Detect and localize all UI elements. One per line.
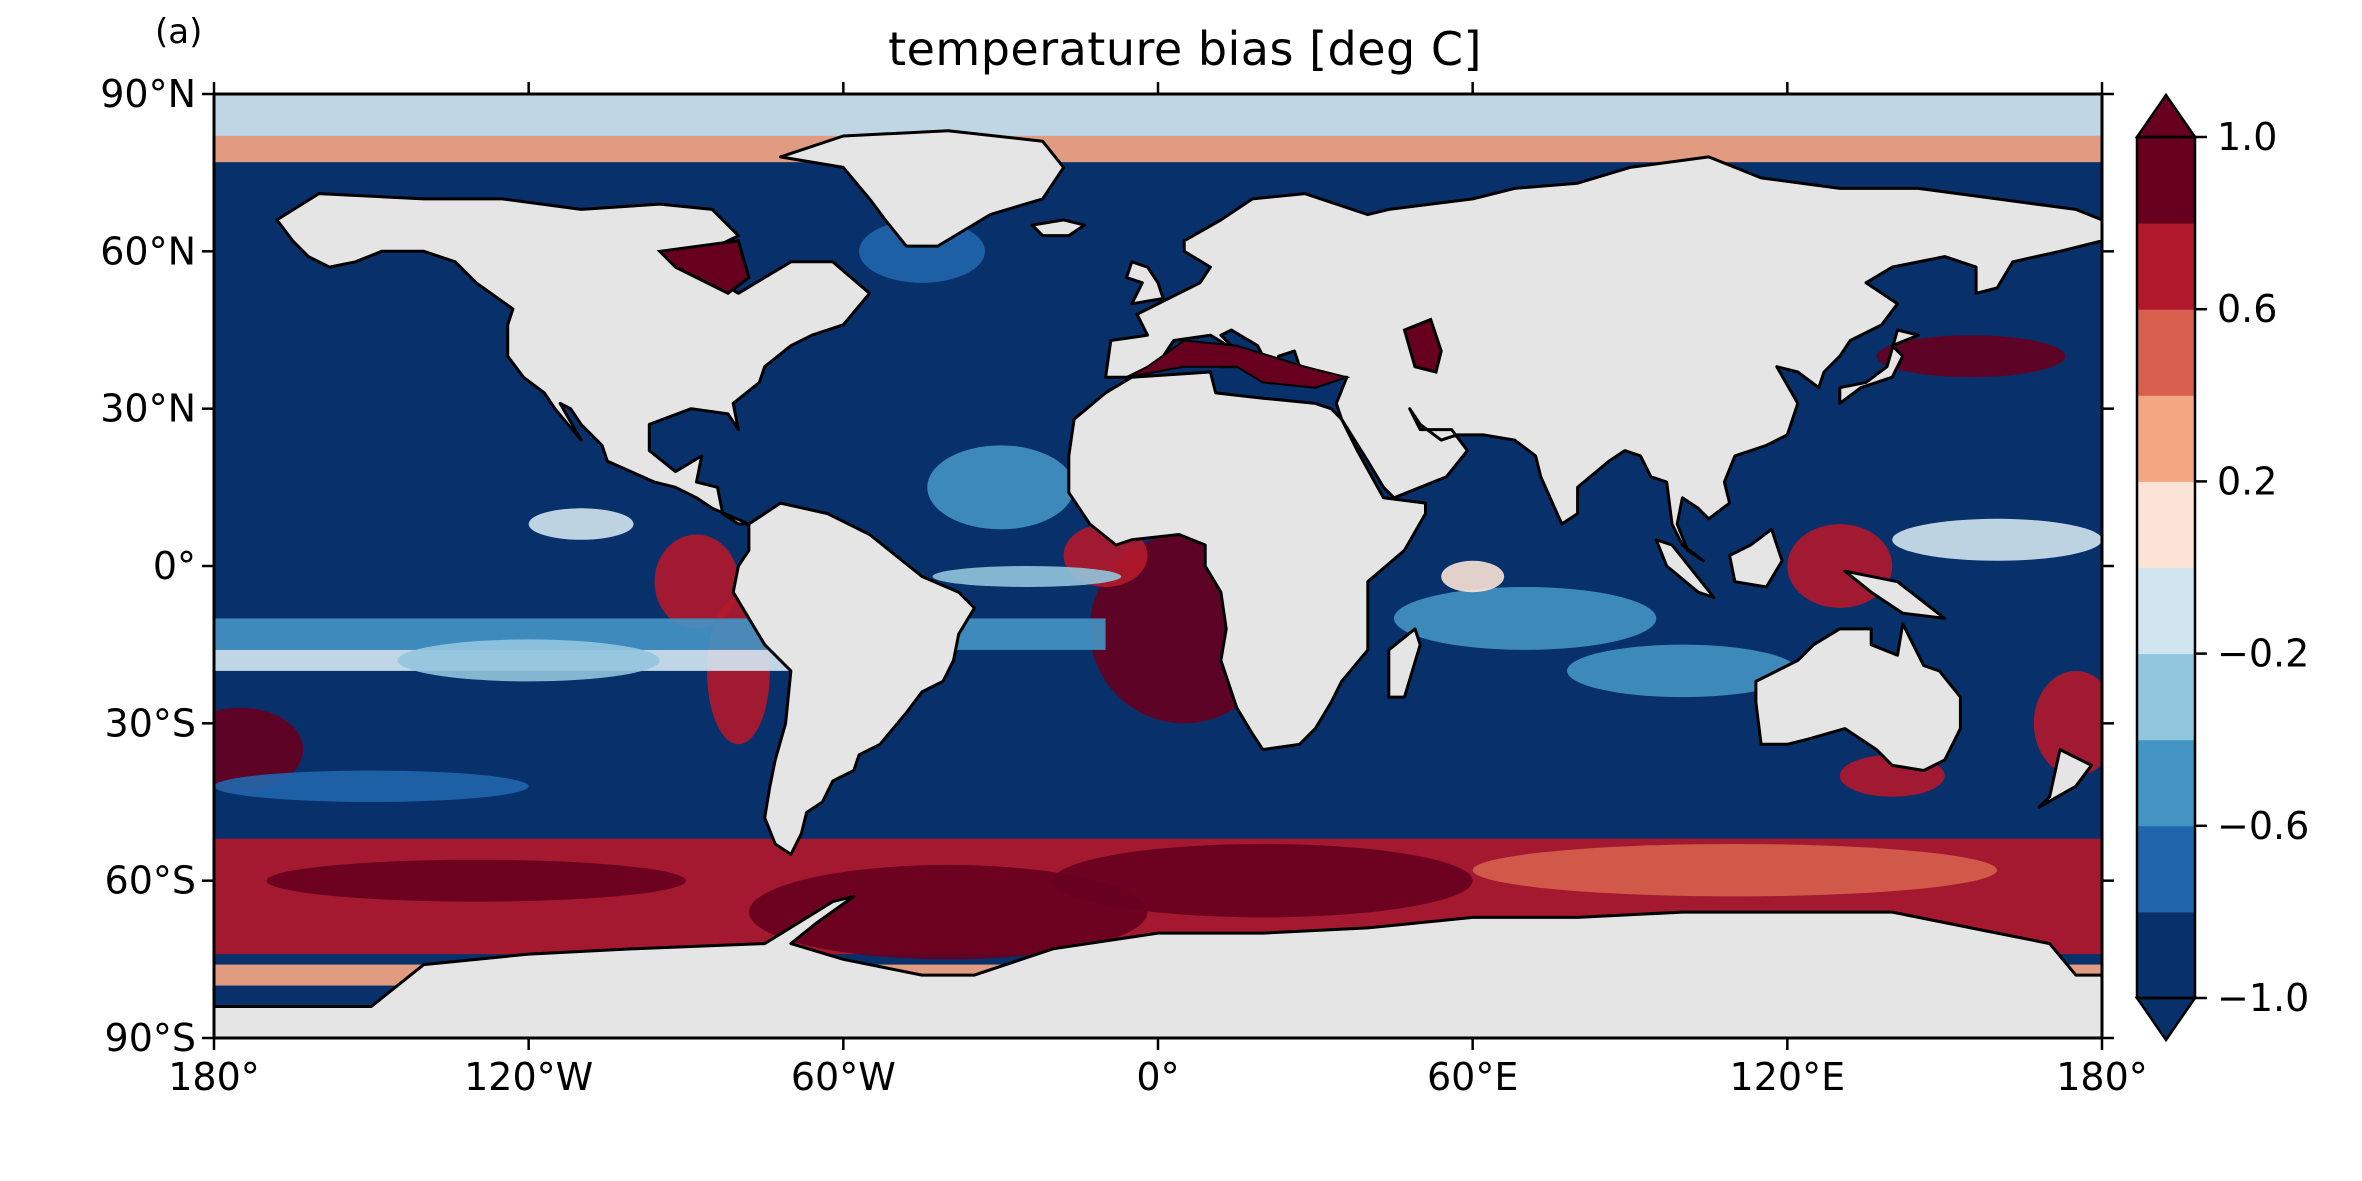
bias-patch [214, 770, 529, 802]
map-title: temperature bias [deg C] [888, 22, 1482, 76]
bias-patch [214, 618, 1106, 650]
bias-patch [214, 707, 304, 792]
land-antarctica [214, 894, 2102, 1038]
land-iceland [1030, 218, 1087, 238]
latitude-axis: 90°N 60°N 30°N 0° 30°S 60°S 90°S [100, 72, 2114, 1060]
land-masses [214, 129, 2102, 1038]
colorbar-tick-label: −0.6 [2217, 804, 2309, 848]
colorbar-segment [2137, 911, 2195, 999]
land-sumatra [1654, 538, 1716, 599]
colorbar-frame [2135, 135, 2197, 1000]
colorbar-segment [2137, 653, 2195, 741]
colorbar-segment [2137, 481, 2195, 568]
land-greenland [778, 129, 1066, 248]
bias-patch [1441, 560, 1505, 593]
colorbar-tick-label: 1.0 [2217, 115, 2277, 159]
land-north-america [275, 192, 872, 526]
colorbar-segment [2137, 825, 2195, 913]
lon-tick-label: 60°W [791, 1055, 896, 1099]
lon-tick-label: 180° [2056, 1055, 2148, 1099]
colorbar-segment [2137, 395, 2195, 482]
colorbar-segment [2137, 137, 2195, 224]
lon-tick-label: 120°W [464, 1055, 593, 1099]
bias-patch [1472, 843, 1998, 897]
bias-patch [266, 859, 686, 902]
bias-patch [1892, 518, 2102, 561]
colorbar-segment [2137, 309, 2195, 396]
bias-patch [214, 135, 2102, 163]
lat-tick-label: 30°S [105, 701, 196, 745]
mediterranean-sea [1126, 339, 1351, 389]
lat-tick-label: 0° [153, 544, 196, 588]
bias-patch [528, 508, 634, 540]
colorbar-tick-label: 0.6 [2217, 287, 2277, 331]
land-madagascar [1387, 627, 1422, 699]
lat-tick-label: 90°S [105, 1016, 196, 1060]
bias-patch [654, 534, 739, 629]
land-new-guinea [1843, 569, 1947, 620]
land-borneo [1728, 527, 1784, 589]
land-uk [1125, 260, 1165, 306]
panel-label: (a) [155, 12, 203, 52]
colorbar-segment [2137, 567, 2195, 655]
land-eurasia [1104, 155, 2102, 563]
lon-tick-label: 120°E [1730, 1055, 1846, 1099]
bias-patch [1567, 644, 1798, 698]
lon-tick-label: 60°E [1427, 1055, 1518, 1099]
colorbar-extend-max [2134, 92, 2198, 139]
colorbar-tick-label: 0.2 [2217, 459, 2277, 503]
colorbar: −1.0 −0.6 −0.2 0.2 0.6 1.0 [2134, 92, 2309, 1043]
longitude-axis: 180° 120°W 60°W 0° 60°E 120°E 180° [168, 82, 2148, 1099]
bias-patch [214, 94, 2102, 136]
bias-patch [1053, 843, 1473, 918]
lat-tick-label: 60°S [105, 859, 196, 903]
colorbar-tick-label: −1.0 [2217, 976, 2309, 1020]
lat-tick-label: 30°N [100, 387, 196, 431]
land-africa [1067, 370, 1427, 752]
land-australia [1754, 622, 1962, 772]
bias-patch [748, 864, 1148, 960]
lat-tick-label: 60°N [100, 229, 196, 273]
bias-patch [2033, 670, 2102, 776]
land-south-america [731, 501, 976, 856]
bias-patch [397, 639, 660, 682]
lon-tick-label: 180° [168, 1055, 260, 1099]
colorbar-tick-label: −0.2 [2217, 632, 2309, 676]
lat-tick-label: 90°N [100, 72, 196, 116]
caspian-sea [1402, 317, 1443, 374]
bias-patch [927, 445, 1075, 530]
lon-tick-label: 0° [1136, 1055, 1179, 1099]
colorbar-segment [2137, 739, 2195, 827]
colorbar-segment [2137, 223, 2195, 310]
bias-patch [1876, 335, 2066, 378]
colorbar-extend-min [2134, 996, 2198, 1043]
land-japan [1838, 328, 1920, 405]
bias-patch [932, 566, 1122, 587]
hudson-bay [656, 239, 751, 296]
bias-patch [1394, 586, 1657, 650]
land-new-zealand [2037, 748, 2093, 809]
